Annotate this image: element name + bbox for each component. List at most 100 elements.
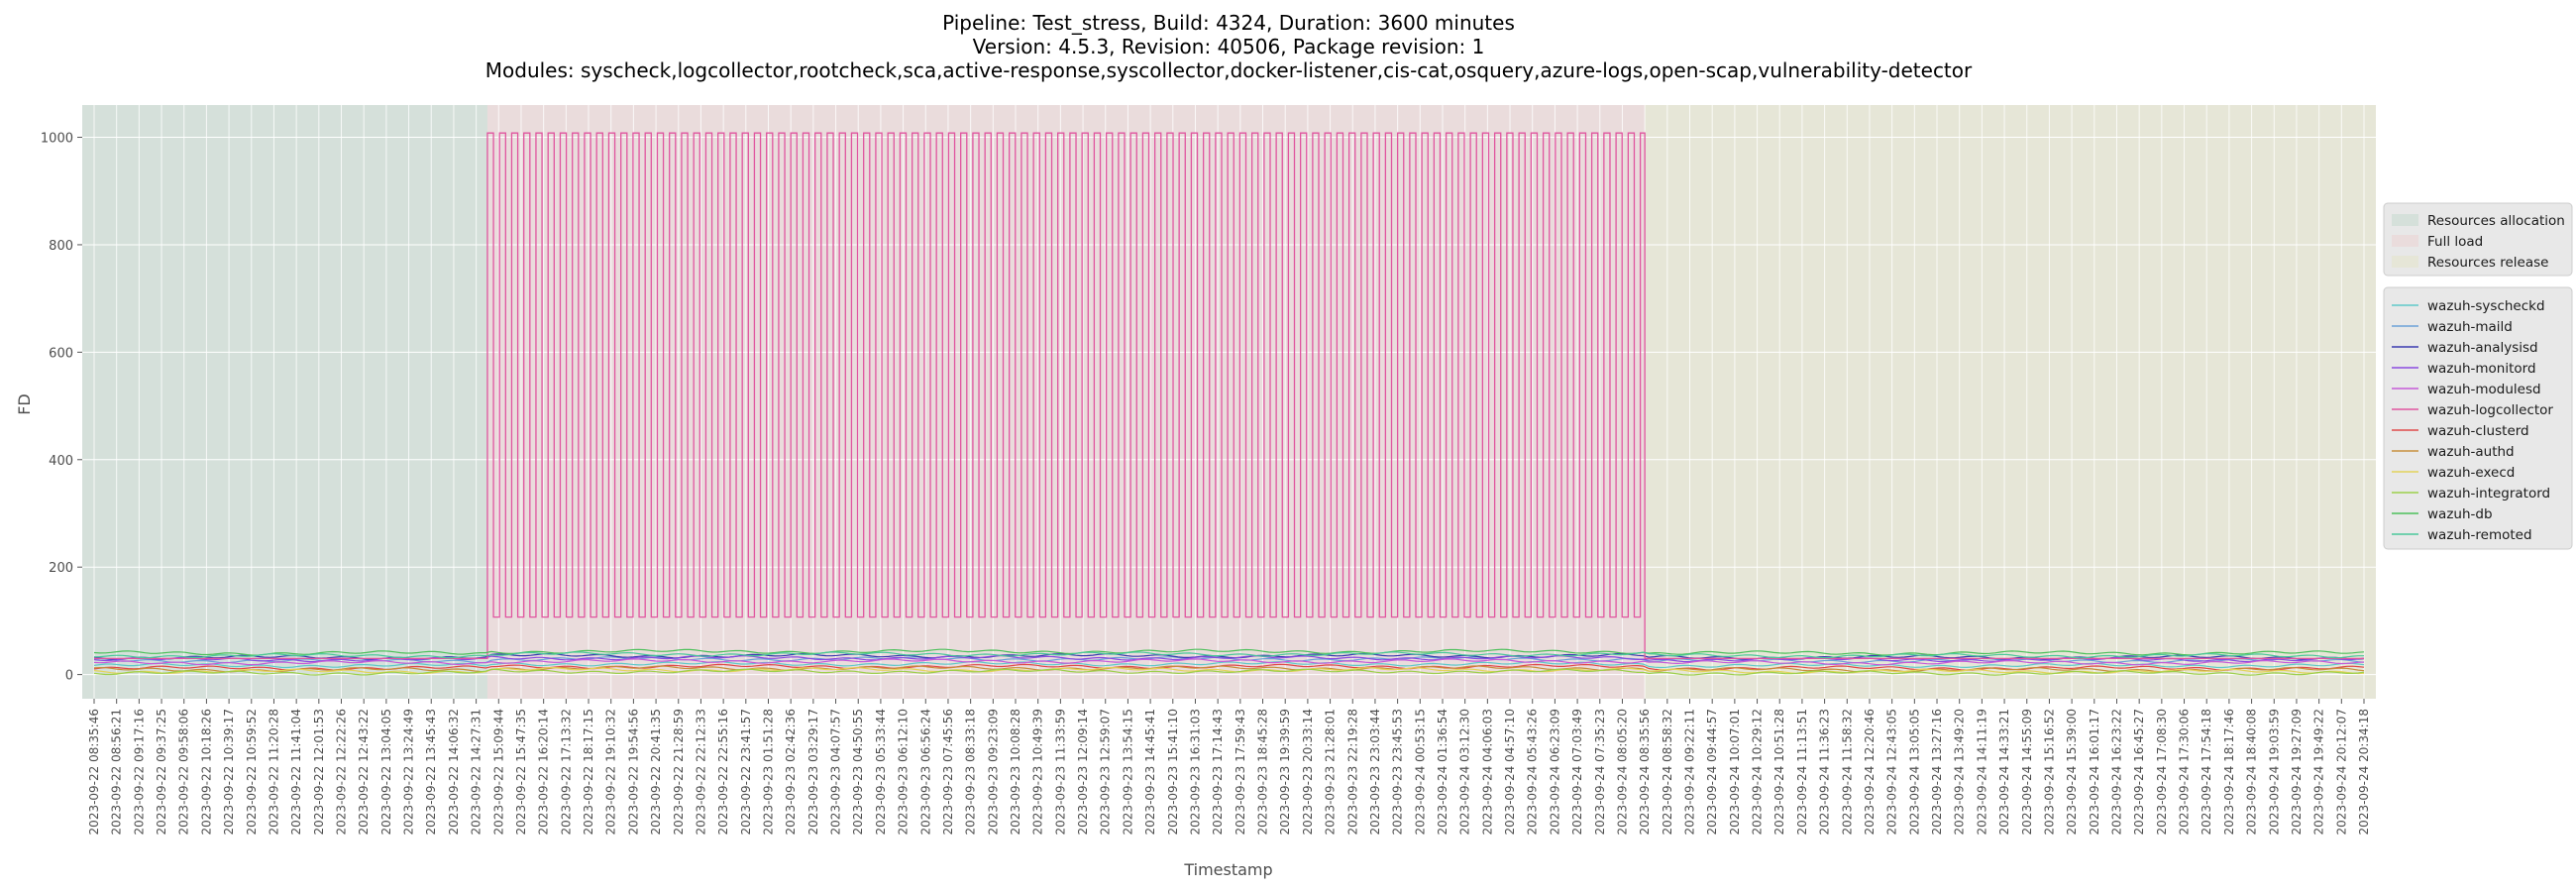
legend-phase-swatch (2392, 235, 2418, 247)
x-tick-label: 2023-09-24 13:05:05 (1907, 709, 1921, 835)
x-tick-label: 2023-09-23 01:51:28 (761, 709, 775, 835)
x-tick-label: 2023-09-24 07:35:23 (1593, 709, 1607, 835)
legend-series-label: wazuh-monitord (2427, 361, 2536, 377)
series-line-wazuh-db (93, 648, 2365, 656)
series-line-wazuh-syscheckd (93, 660, 2365, 669)
x-tick-label: 2023-09-23 03:29:17 (806, 709, 820, 835)
x-tick-label: 2023-09-24 16:23:22 (2109, 709, 2123, 835)
x-tick-label: 2023-09-24 09:22:11 (1683, 709, 1697, 835)
phase-band-2 (1645, 105, 2376, 699)
x-tick-label: 2023-09-23 02:42:36 (784, 709, 798, 835)
x-tick-label: 2023-09-22 22:12:33 (694, 709, 707, 835)
legend-phase-swatch (2392, 214, 2418, 226)
x-tick-label: 2023-09-24 09:44:57 (1705, 709, 1719, 835)
x-tick-label: 2023-09-24 20:12:07 (2334, 709, 2348, 835)
x-tick-label: 2023-09-23 09:23:09 (986, 709, 1000, 835)
x-tick-label: 2023-09-24 20:34:18 (2357, 709, 2371, 835)
series-line-wazuh-monitord (93, 655, 2365, 663)
phase-band-1 (486, 105, 1646, 699)
legend-series-label: wazuh-maild (2427, 319, 2513, 335)
x-tick-label: 2023-09-22 12:22:26 (335, 709, 349, 835)
y-tick-label: 400 (49, 454, 73, 469)
x-tick-label: 2023-09-23 04:07:57 (829, 709, 843, 835)
y-tick-label: 0 (65, 669, 73, 684)
x-tick-label: 2023-09-23 05:33:44 (874, 709, 888, 835)
x-tick-label: 2023-09-24 04:57:10 (1503, 709, 1517, 835)
series-line-wazuh-integratord (93, 668, 2365, 676)
x-tick-label: 2023-09-23 04:50:55 (851, 709, 865, 835)
x-axis: 2023-09-22 08:35:46 2023-09-22 08:56:21 20… (87, 699, 2371, 835)
x-tick-label: 2023-09-23 12:59:07 (1099, 709, 1113, 835)
x-tick-label: 2023-09-22 10:39:17 (222, 709, 236, 835)
phase-bands (82, 105, 2376, 699)
x-tick-label: 2023-09-23 21:28:01 (1324, 709, 1338, 835)
legend-series-label: wazuh-logcollector (2427, 402, 2553, 418)
x-tick-label: 2023-09-22 23:41:57 (739, 709, 753, 835)
x-tick-label: 2023-09-24 08:35:56 (1638, 709, 1652, 835)
x-tick-label: 2023-09-24 12:43:05 (1885, 709, 1899, 835)
x-tick-label: 2023-09-24 19:27:09 (2290, 709, 2304, 835)
series-line-wazuh-authd (93, 665, 2365, 673)
phase-band-0 (82, 105, 487, 699)
x-tick-label: 2023-09-24 16:01:17 (2088, 709, 2101, 835)
x-tick-label: 2023-09-22 08:35:46 (87, 709, 101, 835)
x-tick-label: 2023-09-24 13:49:20 (1953, 709, 1967, 835)
x-tick-label: 2023-09-24 19:03:59 (2267, 709, 2281, 835)
x-tick-label: 2023-09-22 13:45:43 (424, 709, 438, 835)
x-tick-label: 2023-09-24 14:11:19 (1975, 709, 1988, 835)
x-tick-label: 2023-09-23 18:45:28 (1256, 709, 1270, 835)
legend-phase-label: Resources allocation (2427, 213, 2565, 229)
legend-series-label: wazuh-analysisd (2427, 340, 2538, 356)
series-line-wazuh-logcollector (94, 132, 2364, 659)
title-line-1: Pipeline: Test_stress, Build: 4324, Dura… (942, 11, 1515, 35)
x-tick-label: 2023-09-24 01:36:54 (1436, 709, 1449, 835)
x-tick-label: 2023-09-24 15:16:52 (2042, 709, 2056, 835)
x-tick-label: 2023-09-24 17:54:18 (2200, 709, 2213, 835)
legend-series-label: wazuh-authd (2427, 444, 2515, 460)
x-tick-label: 2023-09-24 15:39:00 (2065, 709, 2079, 835)
x-tick-label: 2023-09-23 15:41:10 (1166, 709, 1180, 835)
x-tick-label: 2023-09-24 05:43:26 (1526, 709, 1540, 835)
x-tick-label: 2023-09-24 10:29:12 (1751, 709, 1765, 835)
grid-lines (82, 105, 2376, 699)
legend-series-label: wazuh-syscheckd (2427, 298, 2545, 314)
legend-phase-swatch (2392, 256, 2418, 268)
x-tick-label: 2023-09-22 18:17:15 (582, 709, 595, 835)
chart-title: Pipeline: Test_stress, Build: 4324, Dura… (485, 11, 1973, 82)
x-tick-label: 2023-09-22 08:56:21 (110, 709, 124, 835)
x-tick-label: 2023-09-22 09:17:16 (132, 709, 146, 835)
legend-phases-box (2383, 202, 2573, 277)
series-line-wazuh-modulesd (93, 658, 2365, 666)
x-tick-label: 2023-09-22 10:59:52 (245, 709, 259, 835)
x-tick-label: 2023-09-23 17:14:43 (1211, 709, 1225, 835)
x-tick-label: 2023-09-23 16:31:03 (1188, 709, 1202, 835)
x-tick-label: 2023-09-23 10:49:39 (1031, 709, 1045, 835)
legend-series-box (2383, 286, 2573, 550)
x-tick-label: 2023-09-22 20:41:35 (649, 709, 663, 835)
x-tick-label: 2023-09-22 12:01:53 (312, 709, 326, 835)
y-axis: 0 200 400 600 800 1000 (41, 132, 82, 684)
x-tick-label: 2023-09-24 08:05:20 (1615, 709, 1629, 835)
x-tick-label: 2023-09-22 09:37:25 (155, 709, 168, 835)
x-tick-label: 2023-09-23 12:09:14 (1076, 709, 1090, 835)
x-tick-label: 2023-09-22 10:18:26 (199, 709, 213, 835)
x-tick-label: 2023-09-23 13:54:15 (1121, 709, 1134, 835)
y-tick-label: 600 (49, 346, 73, 361)
x-tick-label: 2023-09-24 03:12:30 (1458, 709, 1472, 835)
x-tick-label: 2023-09-23 20:33:14 (1301, 709, 1315, 835)
x-tick-label: 2023-09-22 12:43:22 (357, 709, 371, 835)
legend-phase-label: Resources release (2427, 255, 2548, 271)
x-tick-label: 2023-09-24 16:45:27 (2132, 709, 2146, 835)
x-tick-label: 2023-09-23 11:33:59 (1053, 709, 1067, 835)
y-axis-label: FD (15, 393, 34, 415)
x-tick-label: 2023-09-23 07:45:56 (941, 709, 955, 835)
title-line-2: Version: 4.5.3, Revision: 40506, Package… (973, 35, 1485, 58)
x-tick-label: 2023-09-22 22:55:16 (716, 709, 730, 835)
x-tick-label: 2023-09-22 17:13:32 (559, 709, 573, 835)
x-tick-label: 2023-09-22 13:04:05 (379, 709, 393, 835)
x-tick-label: 2023-09-22 15:47:35 (514, 709, 528, 835)
x-tick-label: 2023-09-23 08:33:18 (964, 709, 978, 835)
legend-series-label: wazuh-db (2427, 506, 2493, 522)
x-tick-label: 2023-09-22 16:20:14 (537, 709, 551, 835)
